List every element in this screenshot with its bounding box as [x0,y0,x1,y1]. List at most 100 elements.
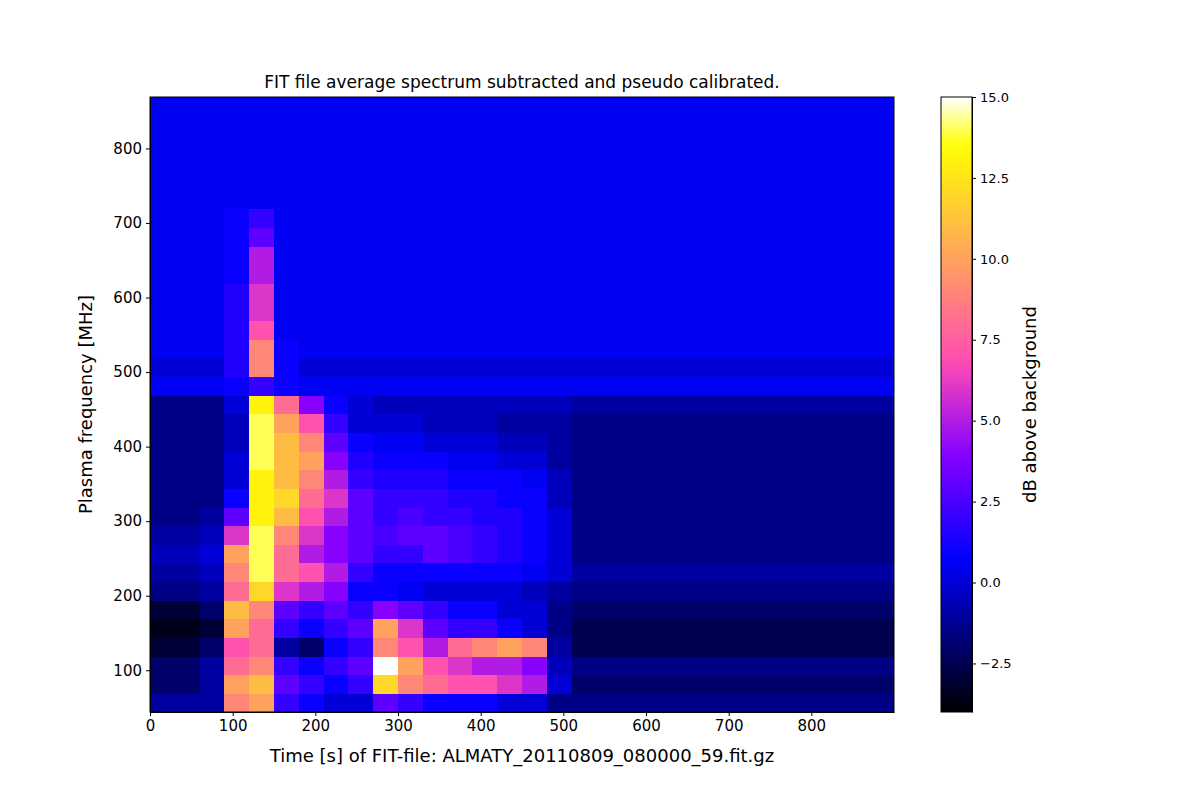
heatmap-cell [844,339,869,358]
heatmap-cell [274,302,299,321]
heatmap-cell [745,190,770,209]
x-tick-mark [563,712,564,716]
heatmap-cell [770,600,795,619]
heatmap-cell [572,637,597,656]
heatmap-cell [770,321,795,340]
heatmap-cell [770,675,795,694]
heatmap-cell [869,544,894,563]
heatmap-cell [249,619,274,638]
heatmap-cell [646,134,671,153]
heatmap-cell [448,414,473,433]
heatmap-cell [522,693,547,712]
heatmap-cell [646,656,671,675]
heatmap-cell [448,190,473,209]
heatmap-cell [472,116,497,135]
heatmap-cell [596,321,621,340]
heatmap-cell [497,246,522,265]
heatmap-cell [398,134,423,153]
heatmap-cell [547,153,572,172]
heatmap-cell [696,321,721,340]
heatmap-cell [646,302,671,321]
heatmap-cell [448,526,473,545]
heatmap-cell [398,432,423,451]
heatmap-cell [596,395,621,414]
heatmap-cell [745,414,770,433]
heatmap-cell [423,507,448,526]
heatmap-cell [348,488,373,507]
heatmap-cell [522,377,547,396]
heatmap-cell [224,693,249,712]
heatmap-cell [745,563,770,582]
heatmap-cell [200,675,225,694]
heatmap-cell [720,470,745,489]
heatmap-cell [522,395,547,414]
heatmap-cell [671,488,696,507]
heatmap-cell [547,302,572,321]
heatmap-cell [720,283,745,302]
heatmap-cell [621,134,646,153]
x-tick-label: 400 [467,717,496,735]
heatmap-cell [522,563,547,582]
heatmap-cell [820,600,845,619]
heatmap-cell [249,190,274,209]
heatmap-cell [200,600,225,619]
heatmap-cell [373,209,398,228]
heatmap-cell [274,97,299,116]
heatmap-cell [770,339,795,358]
heatmap-cell [522,358,547,377]
heatmap-cell [150,488,175,507]
y-tick: 100 [113,662,150,680]
x-tick-label: 800 [798,717,827,735]
heatmap-cell [869,414,894,433]
heatmap-cell [224,488,249,507]
heatmap-cell [572,265,597,284]
heatmap-cell [423,451,448,470]
heatmap-cell [720,358,745,377]
heatmap-cell [795,507,820,526]
heatmap-cell [671,675,696,694]
heatmap-cell [274,134,299,153]
heatmap-cell [472,97,497,116]
heatmap-cell [348,321,373,340]
heatmap-cell [324,172,349,191]
heatmap-cell [646,637,671,656]
heatmap-cell [596,116,621,135]
heatmap-cell [423,675,448,694]
heatmap-cell [720,563,745,582]
heatmap-cell [497,488,522,507]
heatmap-cell [795,209,820,228]
colorbar-tick: 10.0 [972,252,1009,267]
heatmap-cell [671,321,696,340]
y-tick: 200 [113,587,150,605]
heatmap-cell [348,470,373,489]
heatmap-cell [820,488,845,507]
heatmap-cell [274,190,299,209]
heatmap-cell [646,97,671,116]
heatmap-cell [324,619,349,638]
heatmap-cell [200,637,225,656]
heatmap-cell [324,153,349,172]
heatmap-cell [398,395,423,414]
heatmap-cell [274,172,299,191]
heatmap-cell [299,283,324,302]
colorbar [941,97,972,712]
heatmap-cell [150,507,175,526]
heatmap-cell [423,395,448,414]
heatmap-cell [175,172,200,191]
heatmap-cell [249,377,274,396]
heatmap-cell [745,544,770,563]
heatmap-cell [795,190,820,209]
heatmap-cell [348,544,373,563]
heatmap-cell [150,563,175,582]
colorbar-tick: 2.5 [972,494,1001,509]
heatmap-cell [745,619,770,638]
heatmap-cell [621,116,646,135]
heatmap-cell [844,190,869,209]
heatmap-cell [795,451,820,470]
heatmap-cell [844,265,869,284]
heatmap-cell [299,302,324,321]
heatmap-cell [224,321,249,340]
heatmap-cell [175,432,200,451]
heatmap-cell [373,507,398,526]
heatmap-cell [522,265,547,284]
